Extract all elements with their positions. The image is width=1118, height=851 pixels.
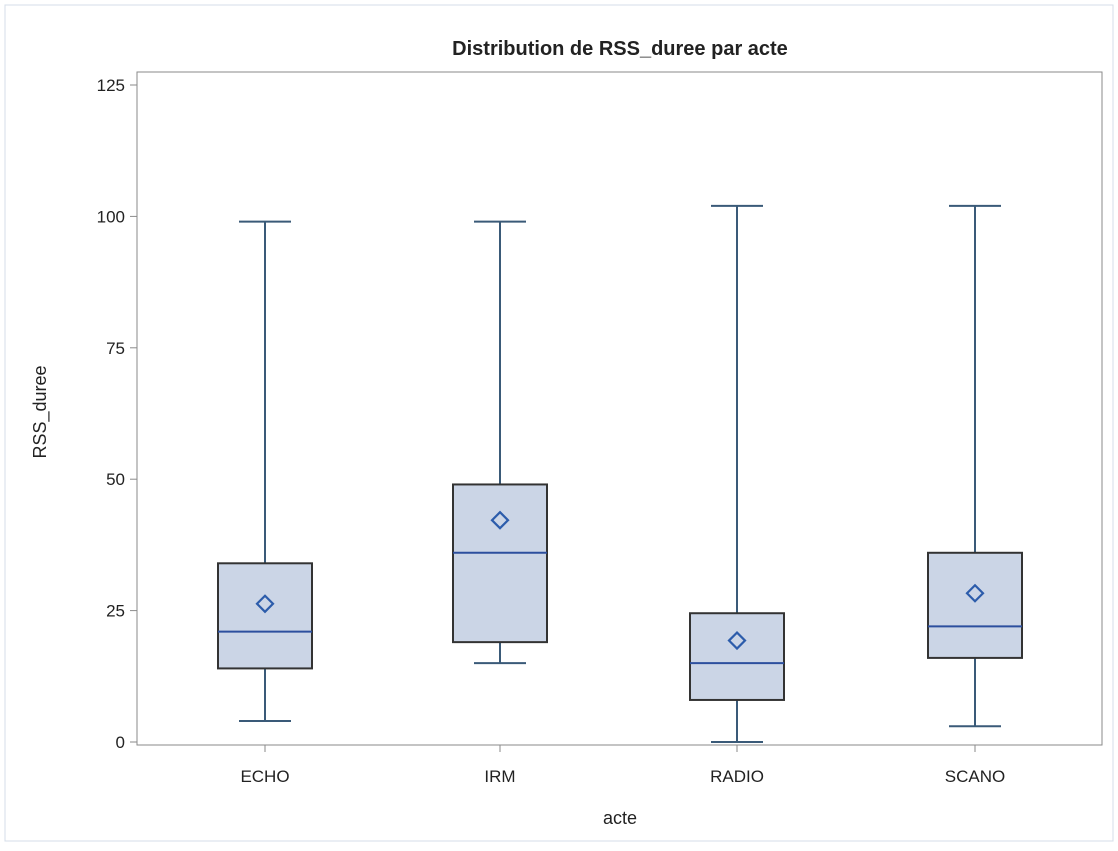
x-tick-label: SCANO xyxy=(945,767,1005,786)
mean-marker xyxy=(255,594,275,614)
box-plots xyxy=(217,204,1023,743)
x-tick-label: ECHO xyxy=(240,767,289,786)
x-axis: ECHO IRM RADIO SCANO xyxy=(240,745,1005,786)
iqr-box xyxy=(689,612,785,701)
plot-frame xyxy=(136,71,1103,746)
iqr-box xyxy=(452,483,548,644)
box-irm xyxy=(452,220,548,665)
iqr-box xyxy=(217,562,313,670)
y-tick-label: 125 xyxy=(97,76,125,95)
x-tick-label: IRM xyxy=(484,767,515,786)
mean-marker xyxy=(965,583,985,603)
y-axis-label: RSS_duree xyxy=(30,365,51,458)
mean-marker xyxy=(727,631,747,651)
x-axis-label: acte xyxy=(603,808,637,828)
y-tick-label: 75 xyxy=(106,339,125,358)
box-radio xyxy=(689,204,785,743)
outer-border xyxy=(4,4,1114,842)
box-scano xyxy=(927,204,1023,728)
chart-title: Distribution de RSS_duree par acte xyxy=(452,38,788,60)
mean-marker xyxy=(490,510,510,530)
x-tick-label: RADIO xyxy=(710,767,764,786)
iqr-box xyxy=(927,551,1023,659)
y-tick-label: 0 xyxy=(116,733,125,752)
y-tick-label: 100 xyxy=(97,207,125,226)
y-tick-label: 50 xyxy=(106,470,125,489)
y-tick-label: 25 xyxy=(106,602,125,621)
y-axis: 0 25 50 75 100 125 xyxy=(97,76,137,752)
box-echo xyxy=(217,220,313,722)
